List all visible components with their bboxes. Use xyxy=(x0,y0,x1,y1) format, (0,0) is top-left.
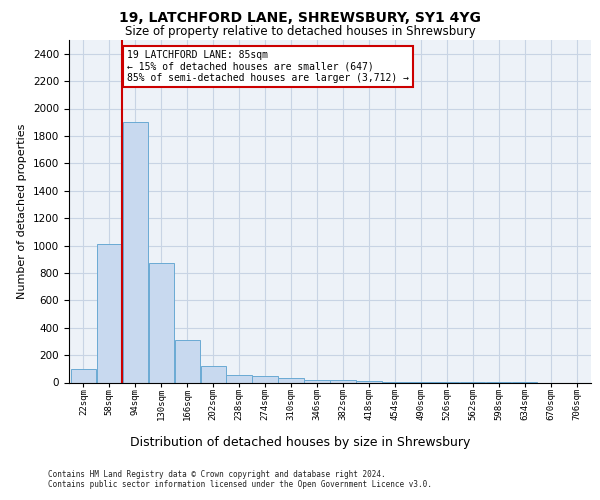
Bar xyxy=(71,369,96,382)
Bar xyxy=(278,378,304,382)
Text: 19, LATCHFORD LANE, SHREWSBURY, SY1 4YG: 19, LATCHFORD LANE, SHREWSBURY, SY1 4YG xyxy=(119,11,481,25)
Y-axis label: Number of detached properties: Number of detached properties xyxy=(17,124,28,299)
Bar xyxy=(253,376,278,382)
Bar xyxy=(149,264,174,382)
Text: 19 LATCHFORD LANE: 85sqm
← 15% of detached houses are smaller (647)
85% of semi-: 19 LATCHFORD LANE: 85sqm ← 15% of detach… xyxy=(127,50,409,83)
Bar xyxy=(356,381,382,382)
Bar xyxy=(226,375,252,382)
Bar xyxy=(122,122,148,382)
Bar xyxy=(97,244,122,382)
Bar xyxy=(304,380,330,382)
Bar xyxy=(175,340,200,382)
Bar xyxy=(200,366,226,382)
Text: Contains HM Land Registry data © Crown copyright and database right 2024.
Contai: Contains HM Land Registry data © Crown c… xyxy=(48,470,432,489)
Text: Distribution of detached houses by size in Shrewsbury: Distribution of detached houses by size … xyxy=(130,436,470,449)
Bar xyxy=(330,380,356,382)
Text: Size of property relative to detached houses in Shrewsbury: Size of property relative to detached ho… xyxy=(125,25,475,38)
